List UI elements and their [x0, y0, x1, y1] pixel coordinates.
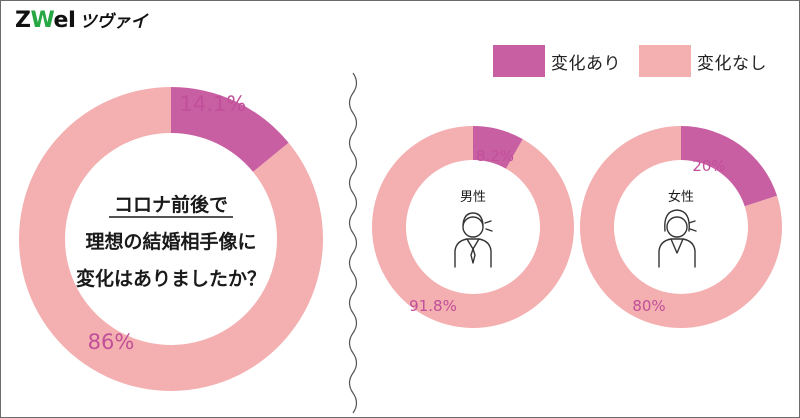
- male-person-icon: [454, 212, 493, 268]
- donut-female: 20% 80% 女性: [580, 126, 782, 328]
- segment-unchanged: [580, 126, 782, 328]
- data-label-changed: 8.2%: [476, 147, 514, 165]
- logo-mark-accent: W: [30, 8, 54, 33]
- question-text: コロナ前後で 理想の結婚相手像に 変化はありましたか？: [76, 193, 266, 290]
- data-label-unchanged: 80%: [632, 297, 665, 315]
- logo-mark-prefix: Z: [15, 8, 31, 33]
- question-line-2: 理想の結婚相手像に: [85, 230, 256, 253]
- question-line-3: 変化はありましたか？: [76, 267, 266, 290]
- data-label-changed: 20%: [692, 157, 725, 175]
- legend-label-changed: 変化あり: [551, 53, 621, 74]
- donut-overall: 14.1% 86%: [19, 87, 324, 391]
- legend-swatch-changed: [493, 45, 545, 77]
- logo-mark-suffix: eI: [53, 8, 76, 33]
- wavy-divider: [348, 72, 358, 414]
- zwei-logo: ZWeI ツヴァイ: [15, 7, 148, 33]
- segment-unchanged: [371, 126, 574, 328]
- logo-kana: ツヴァイ: [79, 12, 148, 32]
- legend-item-unchanged: 変化なし: [639, 45, 767, 77]
- chart-legend: 変化あり 変化なし: [493, 45, 785, 77]
- legend-label-unchanged: 変化なし: [697, 53, 767, 74]
- data-label-unchanged: 91.8%: [409, 297, 457, 315]
- donut-male: 8.2% 91.8% 男性: [371, 126, 574, 328]
- segment-changed: [681, 126, 778, 207]
- legend-item-changed: 変化あり: [493, 45, 621, 77]
- data-label-unchanged: 86%: [88, 330, 135, 354]
- segment-unchanged: [19, 87, 324, 391]
- segment-changed: [473, 126, 523, 169]
- center-label: 女性: [668, 189, 694, 205]
- question-line-1: コロナ前後で: [114, 193, 228, 216]
- female-person-icon: [658, 209, 697, 268]
- center-label: 男性: [460, 190, 486, 205]
- legend-swatch-unchanged: [639, 45, 691, 77]
- segment-changed: [171, 87, 289, 172]
- data-label-changed: 14.1%: [180, 92, 247, 116]
- logo-mark: ZWeI: [15, 8, 76, 33]
